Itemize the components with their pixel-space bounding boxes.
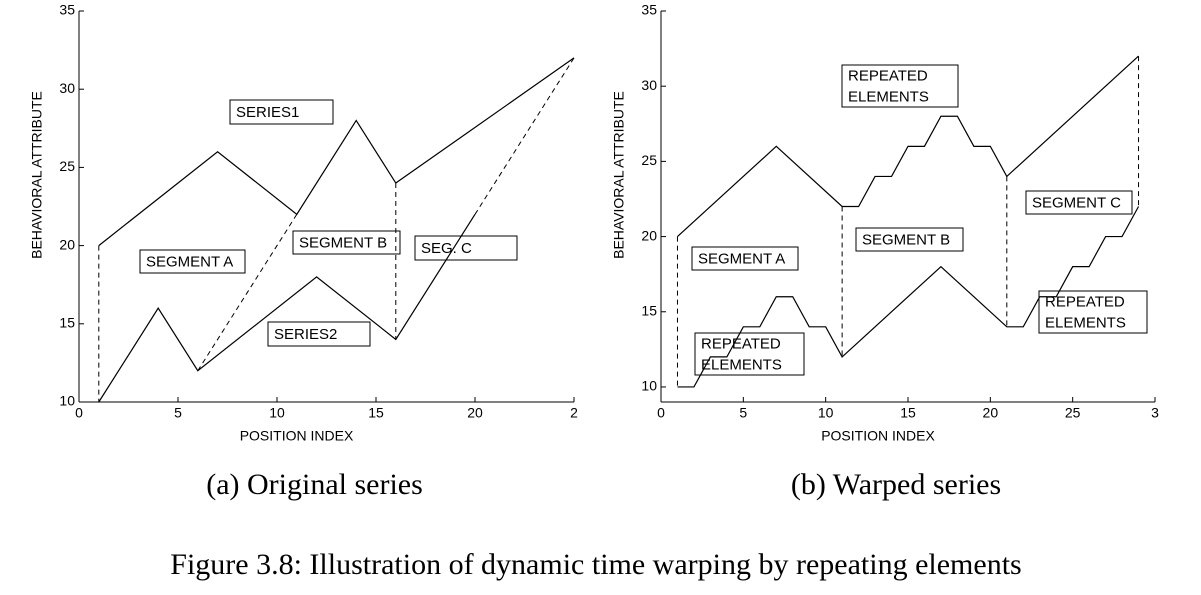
series-line xyxy=(677,206,1140,388)
y-tick-label: 30 xyxy=(641,77,657,93)
annotation-text: SEGMENT B xyxy=(862,231,950,248)
x-tick-label: 10 xyxy=(269,405,285,421)
annotation-box xyxy=(691,246,799,271)
y-axis-label: BEHAVIORAL ATTRIBUTE xyxy=(29,91,45,259)
annotation-box xyxy=(139,249,246,274)
x-tick-label: 25 xyxy=(1065,405,1081,421)
annotation-box xyxy=(414,235,518,261)
x-tick-label: 0 xyxy=(657,405,665,421)
figure-caption: Figure 3.8: Illustration of dynamic time… xyxy=(170,548,1021,581)
y-tick-label: 15 xyxy=(641,302,657,318)
x-tick-label: 2 xyxy=(570,405,578,421)
subcaption: (b) Warped series xyxy=(791,468,1001,501)
warp-connector xyxy=(197,214,298,371)
x-tick-label: 3 xyxy=(1151,405,1159,421)
warp-connector xyxy=(474,57,575,215)
x-tick-label: 5 xyxy=(174,405,182,421)
y-tick-label: 25 xyxy=(641,152,657,168)
annotation-text: ELEMENTS xyxy=(848,88,929,105)
chart: 10 15 20 25 30 35 0 5 10 15 20 2 POSITION INDEX BEHAV… xyxy=(29,2,578,501)
y-tick-label: 15 xyxy=(59,315,75,331)
y-axis-label: BEHAVIORAL ATTRIBUTE xyxy=(611,91,627,259)
annotation-box xyxy=(1025,190,1133,215)
annotation-text: SEGMENT C xyxy=(1032,194,1121,211)
annotation-box xyxy=(1038,290,1148,334)
subcaption: (a) Original series xyxy=(206,468,423,501)
y-tick-label: 10 xyxy=(641,378,657,394)
y-tick-label: 20 xyxy=(641,227,657,243)
x-tick-label: 20 xyxy=(983,405,999,421)
series-line xyxy=(677,55,1139,238)
x-tick-label: 0 xyxy=(75,405,83,421)
y-tick-label: 30 xyxy=(59,80,75,96)
annotation-box xyxy=(292,230,401,255)
y-tick-label: 20 xyxy=(59,236,75,252)
annotation-text: SERIES1 xyxy=(236,104,299,121)
annotation-box xyxy=(694,332,805,376)
annotation-text: REPEATED xyxy=(848,67,928,84)
annotation-text: ELEMENTS xyxy=(1045,314,1126,331)
annotation-text: REPEATED xyxy=(701,335,781,352)
chart: 10 15 20 25 30 35 0 5 10 15 20 25 3 POSITION INDEX BEH… xyxy=(611,2,1159,501)
annotation-box xyxy=(841,64,959,108)
series-line xyxy=(98,57,575,247)
x-axis-label: POSITION INDEX xyxy=(240,428,354,444)
annotation-text: ELEMENTS xyxy=(701,356,782,373)
annotation-box xyxy=(855,227,964,252)
series-line xyxy=(98,213,476,403)
y-tick-label: 10 xyxy=(59,393,75,409)
annotation-text: SEG. C xyxy=(421,240,472,257)
annotation-text: SEGMENT B xyxy=(299,234,387,251)
annotation-text: REPEATED xyxy=(1045,293,1125,310)
annotation-box xyxy=(229,99,334,125)
y-tick-label: 35 xyxy=(59,2,75,18)
x-tick-label: 5 xyxy=(739,405,747,421)
annotation-box xyxy=(267,321,371,347)
y-tick-label: 35 xyxy=(641,2,657,18)
y-tick-label: 25 xyxy=(59,158,75,174)
x-axis-label: POSITION INDEX xyxy=(821,428,935,444)
annotation-text: SEGMENT A xyxy=(146,253,233,270)
annotation-text: SEGMENT A xyxy=(698,250,785,267)
x-tick-label: 15 xyxy=(368,405,384,421)
x-tick-label: 20 xyxy=(467,405,483,421)
x-tick-label: 15 xyxy=(900,405,916,421)
annotation-text: SERIES2 xyxy=(274,326,337,343)
x-tick-label: 10 xyxy=(818,405,834,421)
